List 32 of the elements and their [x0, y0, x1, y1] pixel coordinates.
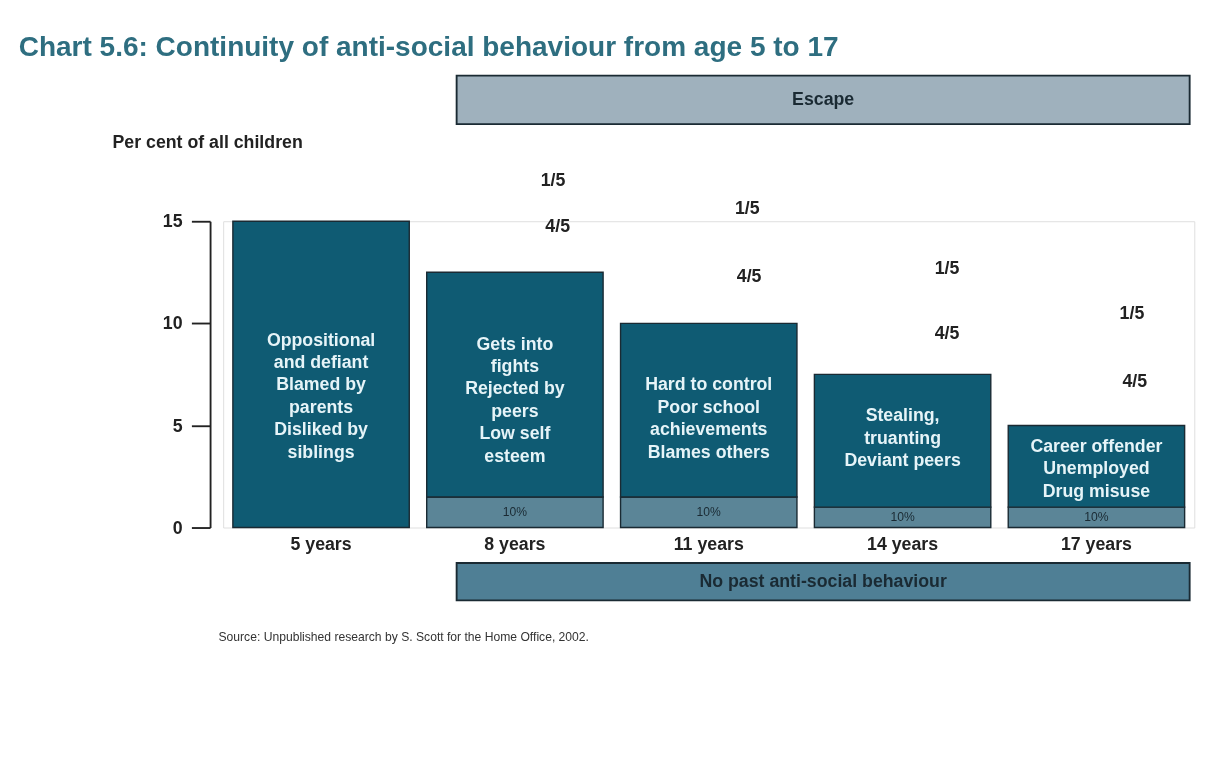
bar — [232, 220, 410, 529]
annotation: 4/5 — [736, 265, 762, 286]
annotation: Career offender Unemployed Drug misuse — [1030, 435, 1163, 501]
chart-title: Chart 5.6: Continuity of anti-social behaviour from age 5 to 17 — [18, 30, 839, 62]
annotation: Gets into fights Rejected by peers Low self esteem — [465, 333, 565, 466]
source-note: Source: Unpublished research by S. Scott for the Home Office, 2002. — [218, 630, 589, 645]
annotation: 10% — [502, 504, 528, 519]
annotation: 1/5 — [934, 257, 960, 278]
y-tick-label: 10 — [162, 313, 183, 334]
y-tick-label: 0 — [172, 517, 183, 538]
annotation: 10% — [696, 504, 722, 519]
annotation: 10% — [890, 510, 915, 525]
annotation: 1/5 — [1119, 303, 1145, 324]
text: No past anti-social behaviour — [699, 571, 947, 592]
x-tick-label: 5 years — [290, 533, 352, 554]
y-axis-title: Per cent of all children — [112, 131, 303, 152]
text: Escape — [792, 89, 855, 110]
text: 1/5 — [734, 197, 760, 218]
x-tick-label: 17 years — [1060, 533, 1133, 554]
annotation: Stealing, truanting Deviant peers — [844, 405, 961, 470]
x-tick-label: 14 years — [867, 533, 939, 554]
text: 1/5 — [540, 169, 566, 190]
annotation: 4/5 — [934, 322, 960, 343]
annotation: Hard to control Poor school achievements Blames others — [645, 374, 773, 462]
x-tick-label: 11 years — [673, 533, 744, 554]
annotation: 10% — [1084, 510, 1109, 525]
annotation: 4/5 — [545, 216, 571, 237]
x-tick-label: 8 years — [484, 533, 546, 554]
annotation: Oppositional and defiant Blamed by parents Disliked by siblings — [266, 329, 376, 462]
y-tick-label: 5 — [172, 415, 183, 436]
annotation: 4/5 — [1122, 371, 1148, 392]
y-tick-label: 15 — [162, 211, 183, 232]
